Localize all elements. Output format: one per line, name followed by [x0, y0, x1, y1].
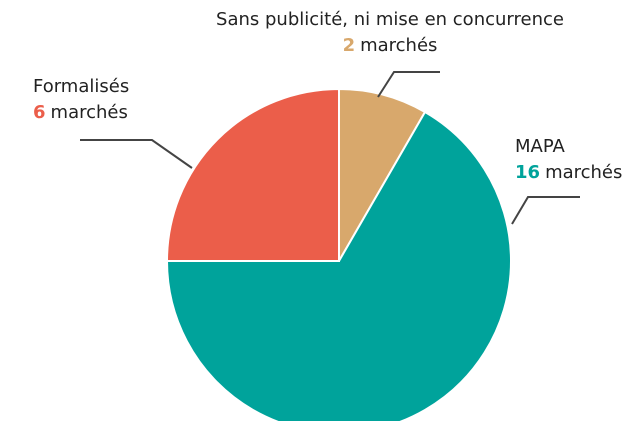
leader-line	[511, 196, 580, 225]
leader-line	[377, 71, 440, 98]
value-unit: marchés	[545, 162, 622, 183]
value-unit: marchés	[51, 102, 128, 123]
slice-label: Formalisés	[33, 76, 129, 97]
value-label: 16 marchés	[515, 162, 622, 183]
pie-slice	[165, 87, 340, 262]
pie-slice	[338, 87, 427, 265]
value-number: 2	[343, 35, 356, 56]
value-unit: marchés	[360, 35, 437, 56]
value-number: 6	[33, 102, 46, 123]
pie-slice	[165, 110, 512, 421]
leader-line	[80, 139, 193, 169]
value-number: 16	[515, 162, 540, 183]
slice-label: Sans publicité, ni mise en concurrence	[216, 9, 564, 30]
slice-label: MAPA	[515, 136, 566, 157]
value-label: 2 marchés	[343, 35, 438, 56]
value-label: 6 marchés	[33, 102, 128, 123]
